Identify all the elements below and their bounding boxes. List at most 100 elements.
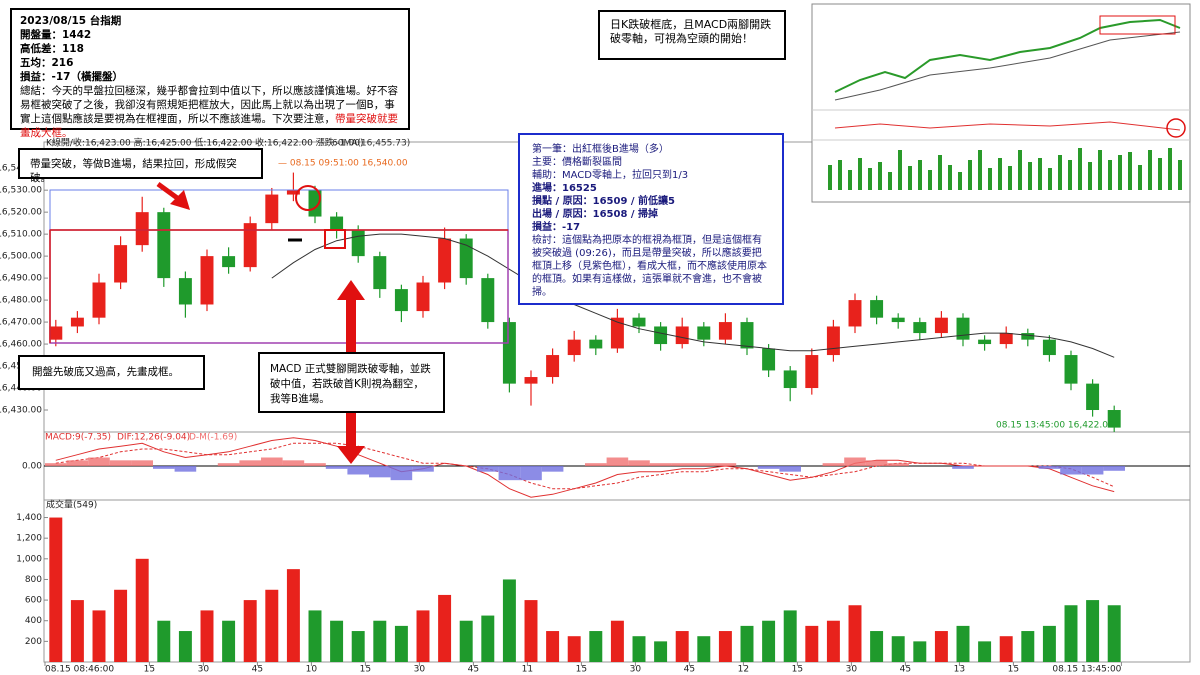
osc-bar <box>1060 466 1082 475</box>
volume-bar <box>740 625 754 662</box>
summary-text: 總結：今天的早盤拉回極深，幾乎都會拉到中值以下，所以應該謹慎進場。好不容易框被突… <box>20 85 398 125</box>
x-tick-label: 15 <box>1008 665 1019 675</box>
osc-bar <box>585 463 607 466</box>
marker-last: 08.15 13:45:00 16,422.00 <box>996 421 1114 431</box>
volume-bar <box>654 641 668 662</box>
volume-bar <box>481 615 495 662</box>
summary-line: 五均：216 <box>20 57 74 69</box>
candle-body <box>1086 383 1100 411</box>
volume-bar <box>675 631 689 662</box>
y-tick-label: 16,470.00 <box>0 318 42 328</box>
breakout-note-text: 帶量突破，等做B進場，結果拉回，形成假突破。 <box>30 158 237 184</box>
macd-note-text: MACD 正式雙腳開跌破零軸，並跌破中值，若跌破首K則視為翻空，我等B進場。 <box>270 363 431 405</box>
x-tick-label: 30 <box>846 665 858 675</box>
volume-bar <box>546 631 560 662</box>
candle-body <box>222 256 236 268</box>
x-tick-label: 15 <box>144 665 155 675</box>
osc-bar <box>412 466 434 472</box>
candle-body <box>330 216 344 230</box>
osc-bar <box>390 466 413 481</box>
trade-line: 損益：-17 <box>532 222 581 233</box>
candle-body <box>135 212 149 246</box>
candle-body <box>265 194 279 224</box>
volume-bar <box>999 636 1013 662</box>
candle-body <box>740 322 754 349</box>
volume-bar <box>848 605 862 662</box>
summary-text-wrap: 總結：今天的早盤拉回極深，幾乎都會拉到中值以下，所以應該謹慎進場。好不容易框被突… <box>20 84 400 140</box>
osc-bar <box>844 457 866 466</box>
candle-body <box>913 322 927 334</box>
daily-note: 日K跌破框底，且MACD兩腳開跌破零軸，可視為空頭的開始！ <box>598 10 786 60</box>
x-tick-label: 30 <box>414 665 426 675</box>
osc-bar <box>541 466 564 472</box>
ohlc-label: K線開/收:16,423.00 高:16,425.00 低:16,422.00 … <box>46 137 364 149</box>
osc-bar <box>606 457 629 466</box>
daily-note-text: 日K跌破框底，且MACD兩腳開跌破零軸，可視為空頭的開始！ <box>610 18 772 45</box>
candle-body <box>891 317 905 323</box>
y-tick-label: 16,530.00 <box>0 186 42 196</box>
osc-bar <box>131 460 153 466</box>
y-tick-label: 800 <box>25 575 42 585</box>
volume-bar <box>200 610 214 662</box>
osc-bar <box>779 466 801 472</box>
candle-body <box>848 300 862 327</box>
volume-bar <box>610 620 624 662</box>
x-tick-label: 11 <box>522 665 533 675</box>
x-tick-label: 15 <box>360 665 371 675</box>
candle-body <box>114 245 128 283</box>
candle-body <box>394 289 408 312</box>
summary-line: 2023/08/15 台指期 <box>20 15 122 27</box>
candle-body <box>783 370 797 389</box>
trade-line: 損點 / 原因：16509 / 前低讓5 <box>532 196 675 207</box>
trade-box: 第一筆：出紅框後B進場（多） 主要：價格斷裂區間 輔助：MACD零軸上，拉回只到… <box>518 133 784 305</box>
candle-body <box>1064 355 1078 384</box>
summary-box: 2023/08/15 台指期 開盤量：1442 高低差：118 五均：216 損… <box>10 8 410 139</box>
candle-body <box>999 333 1013 345</box>
volume-label: 成交量(549) <box>46 499 97 511</box>
osc-bar <box>693 463 715 466</box>
x-tick-label: 13 <box>954 665 965 675</box>
marker-high: — 08.15 09:51:00 16,540.00 <box>278 159 408 169</box>
candle-body <box>481 278 495 323</box>
candle-body <box>1107 410 1121 428</box>
x-tick-label: 30 <box>198 665 210 675</box>
candle-body <box>697 326 711 340</box>
osc-bar <box>369 466 391 478</box>
candle-body <box>351 229 365 257</box>
volume-bar <box>459 620 473 662</box>
x-tick-label: 08.15 08:46:00 <box>45 665 114 675</box>
volume-bar <box>762 620 776 662</box>
volume-bar <box>416 610 430 662</box>
trade-line: 出場 / 原因：16508 / 掃掉 <box>532 209 659 220</box>
volume-bar <box>438 594 452 662</box>
volume-bar <box>330 620 344 662</box>
osc-bar <box>217 463 240 466</box>
candle-body <box>654 326 668 345</box>
candle-body <box>286 190 300 195</box>
volume-bar <box>934 631 948 662</box>
volume-bar <box>718 631 732 662</box>
y-tick-label: 400 <box>25 616 42 626</box>
macd-note: MACD 正式雙腳開跌破零軸，並跌破中值，若跌破首K則視為翻空，我等B進場。 <box>258 352 445 413</box>
macd-line <box>55 437 1115 498</box>
summary-line: 損益：-17（橫擺盤） <box>20 71 123 83</box>
volume-bar <box>135 558 149 662</box>
entry-mark <box>324 229 346 249</box>
volume-bar <box>632 636 646 662</box>
ma-line <box>271 233 1115 358</box>
legend-entry: MACD:9(-7.35) <box>45 433 111 443</box>
y-tick-label: 1,200 <box>16 534 42 544</box>
osc-bar <box>477 466 499 472</box>
volume-bar <box>70 600 84 662</box>
volume-bar <box>1064 605 1078 662</box>
volume-bar <box>1021 631 1035 662</box>
candle-body <box>632 317 646 327</box>
candle-body <box>567 339 581 356</box>
candle-body <box>200 256 214 305</box>
candle-body <box>524 377 538 384</box>
candle-body <box>70 317 84 327</box>
candle-body <box>934 317 948 334</box>
osc-bar <box>239 460 261 466</box>
osc-bar <box>174 466 197 472</box>
candle-body <box>49 326 63 340</box>
